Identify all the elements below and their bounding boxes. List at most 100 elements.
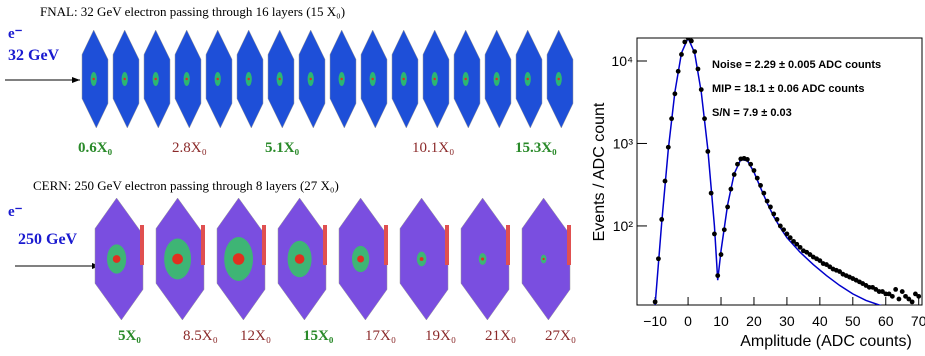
plot-area: [653, 36, 921, 309]
shower-core: [278, 78, 280, 80]
shower-core: [247, 78, 249, 80]
data-point: [758, 183, 763, 188]
x-tick-label: 30: [779, 313, 795, 329]
color-scale: [445, 225, 449, 265]
particle: e⁻: [8, 204, 23, 220]
shower-core: [481, 257, 484, 260]
layer-label: 5X₀: [118, 328, 141, 344]
data-point: [702, 116, 707, 121]
data-point: [715, 273, 720, 278]
shower-core: [92, 78, 94, 80]
data-point: [689, 39, 694, 44]
data-point: [897, 297, 902, 302]
shower-core: [216, 78, 218, 80]
y-tick-label: 10³: [613, 135, 634, 151]
data-point: [729, 187, 734, 192]
color-scale: [384, 225, 388, 265]
figure: FNAL: 32 GeV electron passing through 16…: [0, 0, 925, 356]
layer-label: 21X₀: [485, 328, 516, 344]
shower-core: [371, 78, 373, 80]
color-scale: [323, 225, 327, 265]
data-point: [699, 87, 704, 92]
x-tick-label: 10: [713, 313, 729, 329]
color-scale: [140, 225, 144, 265]
data-point: [735, 162, 740, 167]
shower-core: [123, 78, 125, 80]
shower-core: [402, 78, 404, 80]
particle: e⁻: [8, 26, 23, 42]
layer-label: 5.1X₀: [265, 140, 300, 156]
fnal-title: FNAL: 32 GeV electron passing through 16…: [40, 4, 345, 19]
data-point: [669, 116, 674, 121]
data-point: [663, 179, 668, 184]
shower-core: [113, 255, 121, 263]
data-point: [761, 191, 766, 196]
layer-label: 17X₀: [365, 328, 396, 344]
color-scale: [506, 225, 510, 265]
layer-label: 15X₀: [303, 328, 334, 344]
data-point: [910, 299, 915, 304]
data-point: [659, 217, 664, 222]
shower-core: [542, 258, 544, 260]
annotation: S/N = 7.9 ± 0.03: [712, 107, 792, 119]
data-point: [682, 40, 687, 45]
data-point: [778, 224, 783, 229]
y-axis-label: Events / ADC count: [591, 102, 608, 241]
data-point: [725, 205, 730, 210]
shower-core: [526, 78, 528, 80]
layer-label: 0.6X₀: [78, 140, 113, 156]
shower-core: [233, 253, 245, 265]
y-tick-label: 10²: [613, 218, 634, 234]
data-point: [893, 287, 898, 292]
data-point: [748, 162, 753, 167]
layer-label: 27X₀: [545, 328, 576, 344]
x-tick-label: 60: [878, 313, 894, 329]
layer-label: 8.5X₀: [183, 328, 218, 344]
shower-core: [185, 78, 187, 80]
color-scale: [201, 225, 205, 265]
data-point: [745, 157, 750, 162]
data-point: [712, 232, 717, 237]
plot-frame: [637, 38, 922, 305]
layer-label: 2.8X₀: [172, 140, 207, 156]
shower-core: [420, 257, 424, 261]
data-point: [692, 49, 697, 54]
data-point: [890, 294, 895, 299]
data-point: [900, 289, 905, 294]
x-tick-label: 70: [911, 313, 925, 329]
layer-label: 15.3X₀: [515, 140, 557, 156]
shower-core: [309, 78, 311, 80]
shower-core: [495, 78, 497, 80]
y-tick-label: 10⁴: [611, 53, 633, 69]
shower-core: [433, 78, 435, 80]
data-point: [676, 69, 681, 74]
data-point: [788, 235, 793, 240]
x-tick-label: 20: [746, 313, 762, 329]
shower-core: [154, 78, 156, 80]
color-scale: [567, 225, 571, 265]
data-point: [656, 256, 661, 261]
layer-label: 12X₀: [240, 328, 271, 344]
data-point: [719, 252, 724, 257]
energy: 250 GeV: [18, 231, 78, 248]
annotation: MIP = 18.1 ± 0.06 ADC counts: [712, 83, 864, 95]
data-point: [679, 52, 684, 57]
data-point: [666, 145, 671, 150]
fit-line: [655, 38, 892, 308]
data-point: [672, 91, 677, 96]
data-point: [705, 149, 710, 154]
shower-core: [464, 78, 466, 80]
x-tick-label: −10: [643, 313, 667, 329]
data-point: [765, 199, 770, 204]
shower-core: [357, 256, 364, 263]
data-point: [785, 232, 790, 237]
layer-label: 10.1X₀: [412, 140, 454, 156]
layer-label: 19X₀: [425, 328, 456, 344]
shower-core: [557, 78, 559, 80]
data-point: [696, 67, 701, 72]
x-tick-label: 0: [684, 313, 692, 329]
x-tick-label: 40: [812, 313, 828, 329]
x-axis-label: Amplitude (ADC counts): [740, 333, 912, 350]
data-point: [768, 205, 773, 210]
annotation: Noise = 2.29 ± 0.005 ADC counts: [712, 59, 881, 71]
